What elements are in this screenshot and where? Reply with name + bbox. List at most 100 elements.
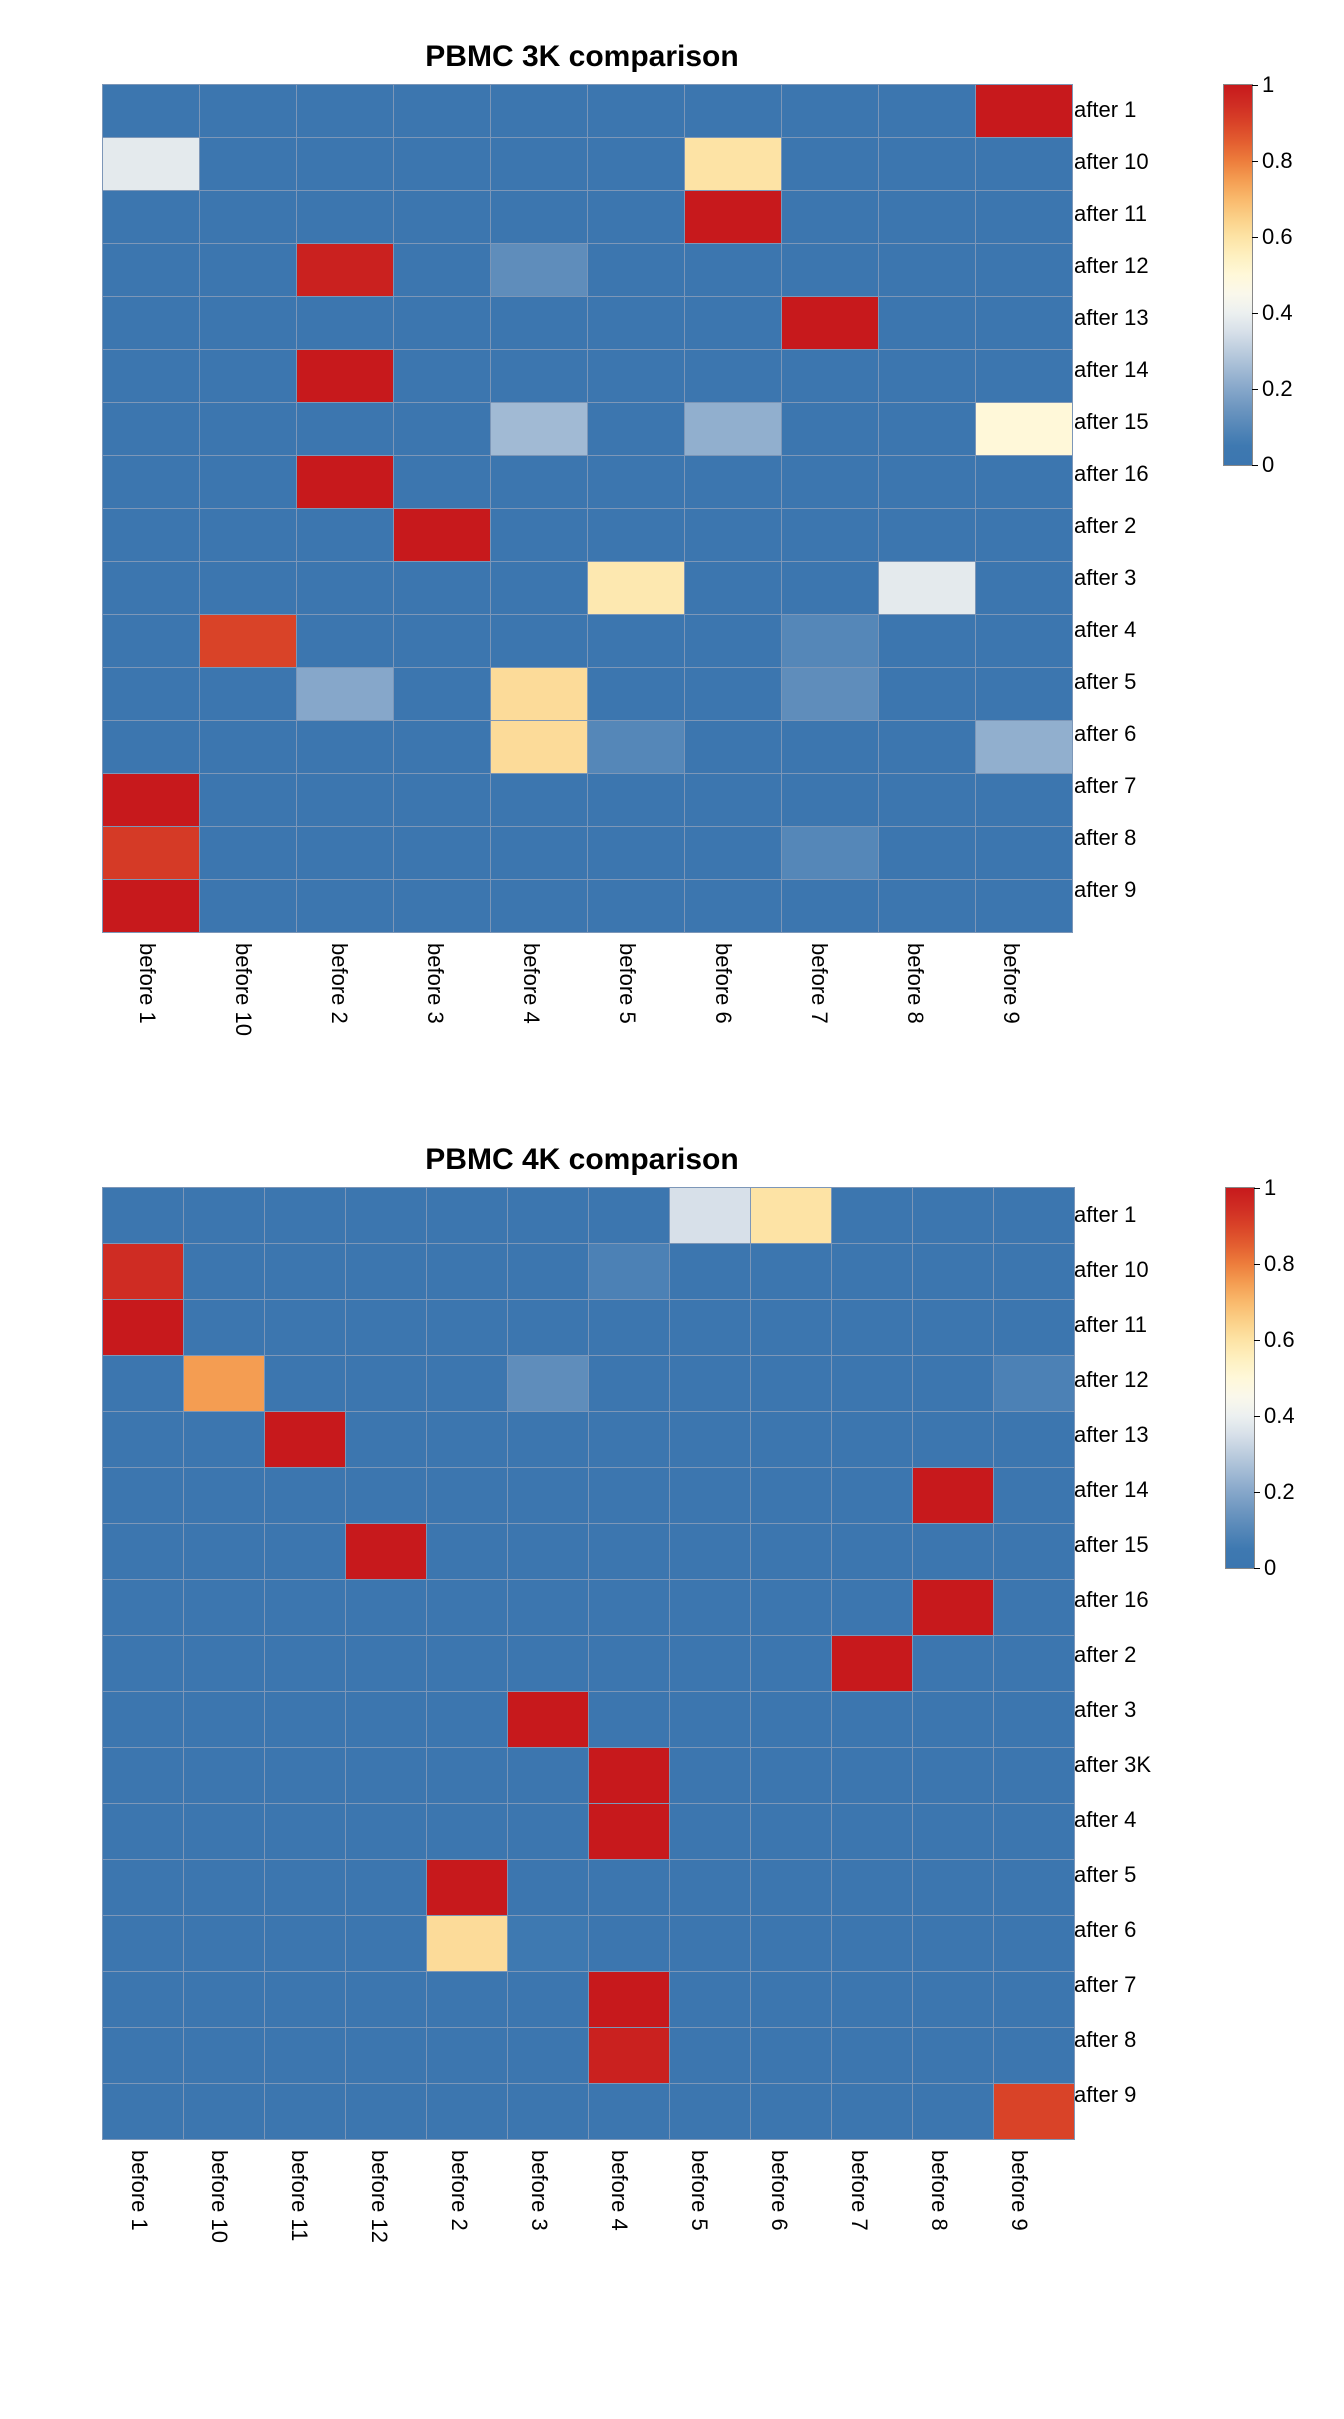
heatmap-cell	[265, 1300, 346, 1356]
heatmap-cell	[913, 1636, 994, 1692]
heatmap-cell	[670, 1356, 751, 1412]
y-axis-label: after 4	[1074, 1807, 1136, 1833]
heatmap-cell	[265, 1972, 346, 2028]
x-axis-label: before 8	[902, 943, 928, 1024]
heatmap-cell	[184, 1748, 265, 1804]
heatmap-cell	[184, 1692, 265, 1748]
heatmap-cell	[184, 1580, 265, 1636]
heatmap-cell	[508, 1524, 589, 1580]
heatmap-cell	[508, 1636, 589, 1692]
x-axis-label: before 9	[1006, 2150, 1032, 2231]
heatmap-cell	[994, 1356, 1075, 1412]
heatmap-cell	[508, 1748, 589, 1804]
heatmap-cell	[685, 615, 782, 668]
heatmap-cell	[589, 1916, 670, 1972]
heatmap-cell	[103, 1412, 184, 1468]
heatmap-cell	[976, 138, 1073, 191]
heatmap-cell	[751, 1804, 832, 1860]
heatmap-cell	[670, 1188, 751, 1244]
y-axis-label: after 2	[1074, 1642, 1136, 1668]
y-axis-label: after 9	[1074, 877, 1136, 903]
heatmap-cell	[265, 1748, 346, 1804]
colorbar-tick-label: 1	[1262, 72, 1274, 98]
heatmap-cell	[394, 615, 491, 668]
heatmap-cell	[103, 2028, 184, 2084]
heatmap-cell	[265, 1692, 346, 1748]
heatmap-cell	[751, 1748, 832, 1804]
y-axis-label: after 2	[1074, 513, 1136, 539]
heatmap-cell	[394, 403, 491, 456]
heatmap-cell	[184, 2084, 265, 2140]
x-axis-label: before 6	[710, 943, 736, 1024]
heatmap-cell	[508, 1860, 589, 1916]
heatmap-cell	[508, 1580, 589, 1636]
heatmap-cell	[427, 1412, 508, 1468]
heatmap-cell	[913, 1804, 994, 1860]
y-axis-label: after 5	[1074, 1862, 1136, 1888]
heatmap-cell	[427, 1692, 508, 1748]
heatmap-cell	[103, 350, 200, 403]
heatmap-cell	[589, 1860, 670, 1916]
heatmap-cell	[346, 2028, 427, 2084]
heatmap-cell	[346, 1804, 427, 1860]
heatmap-cell	[994, 1300, 1075, 1356]
heatmap-cell	[588, 562, 685, 615]
heatmap-cell	[976, 191, 1073, 244]
heatmap-cell	[103, 1972, 184, 2028]
heatmap-cell	[782, 191, 879, 244]
heatmap-cell	[265, 1636, 346, 1692]
heatmap-cell	[670, 2028, 751, 2084]
heatmap-cell	[879, 774, 976, 827]
chart-title: PBMC 4K comparison	[102, 1143, 1062, 1177]
heatmap-cell	[103, 1692, 184, 1748]
heatmap-cell	[184, 1860, 265, 1916]
heatmap-cell	[994, 1412, 1075, 1468]
heatmap-cell	[879, 456, 976, 509]
heatmap-cell	[184, 1804, 265, 1860]
heatmap-cell	[589, 2028, 670, 2084]
heatmap-cell	[976, 615, 1073, 668]
heatmap-cell	[346, 1412, 427, 1468]
heatmap-cell	[670, 1300, 751, 1356]
heatmap-cell	[346, 1468, 427, 1524]
heatmap-cell	[976, 297, 1073, 350]
heatmap-cell	[751, 2084, 832, 2140]
heatmap-cell	[103, 191, 200, 244]
heatmap-cell	[976, 880, 1073, 933]
heatmap-cell	[508, 1412, 589, 1468]
heatmap-cell	[491, 562, 588, 615]
heatmap-cell	[685, 403, 782, 456]
heatmap-cell	[200, 297, 297, 350]
heatmap-cell	[589, 1300, 670, 1356]
heatmap-cell	[184, 2028, 265, 2084]
heatmap-pbmc4k: PBMC 4K comparisonafter 1after 10after 1…	[42, 1143, 1302, 2280]
heatmap-cell	[976, 244, 1073, 297]
heatmap-cell	[588, 615, 685, 668]
heatmap-cell	[491, 244, 588, 297]
heatmap-cell	[491, 403, 588, 456]
heatmap-cell	[589, 1412, 670, 1468]
heatmap-cell	[782, 774, 879, 827]
heatmap-cell	[346, 1580, 427, 1636]
colorbar-tick-label: 0.8	[1262, 148, 1293, 174]
x-axis-label: before 12	[366, 2150, 392, 2243]
heatmap-cell	[994, 1468, 1075, 1524]
heatmap-cell	[913, 1300, 994, 1356]
y-axis-label: after 3K	[1074, 1752, 1151, 1778]
heatmap-cell	[976, 509, 1073, 562]
heatmap-cell	[508, 1916, 589, 1972]
heatmap-cell	[782, 403, 879, 456]
heatmap-cell	[670, 1804, 751, 1860]
heatmap-cell	[297, 297, 394, 350]
heatmap-cell	[994, 1244, 1075, 1300]
heatmap-cell	[913, 1972, 994, 2028]
heatmap-cell	[427, 2028, 508, 2084]
heatmap-cell	[589, 1524, 670, 1580]
heatmap-cell	[832, 1468, 913, 1524]
heatmap-cell	[782, 880, 879, 933]
heatmap-cell	[994, 1692, 1075, 1748]
heatmap-cell	[265, 1524, 346, 1580]
heatmap-cell	[670, 1692, 751, 1748]
heatmap-cell	[913, 1468, 994, 1524]
heatmap-cell	[265, 1412, 346, 1468]
